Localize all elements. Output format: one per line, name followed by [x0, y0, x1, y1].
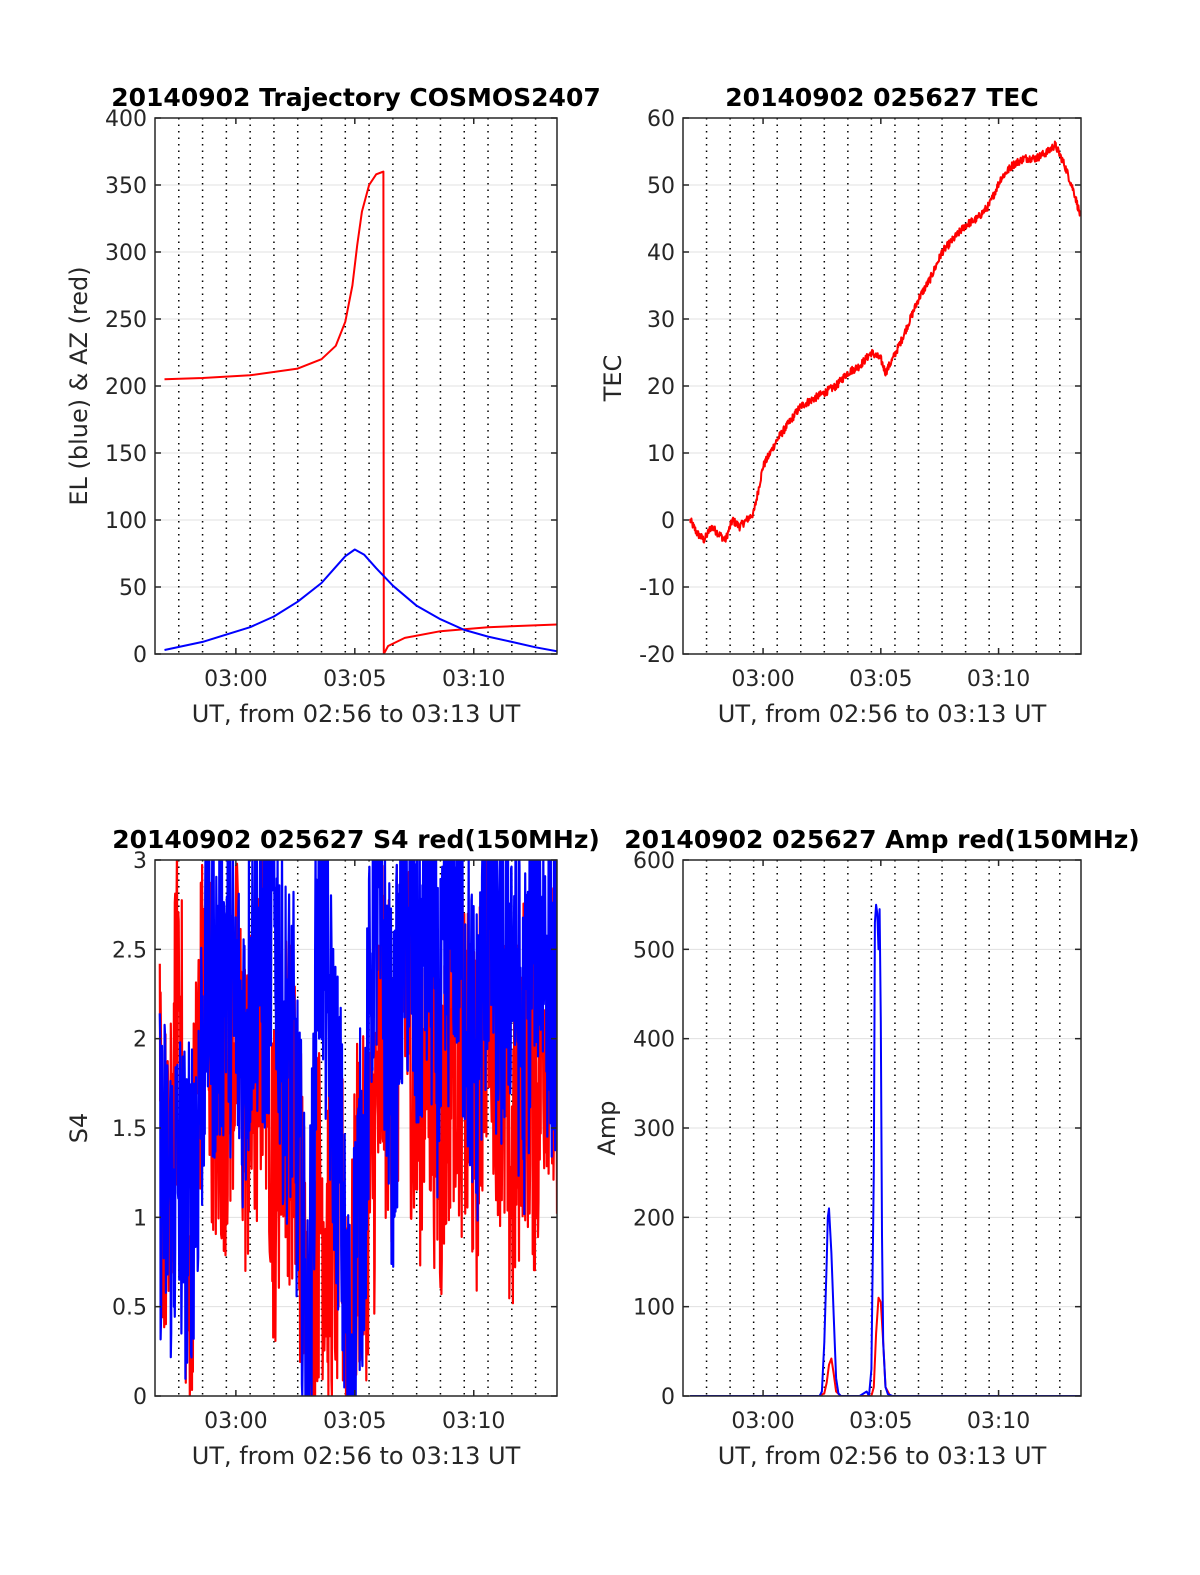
amp-chart: 0 100 200 300 400 500 600 03:00 03:05 03:10 UT, fr…: [593, 825, 1140, 1470]
y-tick-label: 50: [647, 174, 675, 199]
x-axis-label: UT, from 02:56 to 03:13 UT: [192, 700, 521, 728]
y-tick-label: 20: [647, 375, 675, 400]
y-tick-label: 60: [647, 107, 675, 132]
y-tick-label: 200: [633, 1206, 675, 1231]
y-tick-label: 600: [633, 849, 675, 874]
series-line-1: [158, 860, 557, 1396]
y-tick-label: 0: [133, 1385, 147, 1410]
x-tick-label: 03:10: [967, 667, 1030, 692]
y-tick-label: 0.5: [112, 1296, 147, 1321]
x-tick-label: 03:10: [442, 667, 505, 692]
chart-title: 20140902 025627 S4 red(150MHz): [112, 825, 600, 854]
y-tick-label: 50: [119, 576, 147, 601]
x-tick-label: 03:05: [323, 667, 386, 692]
series-line-0: [164, 170, 557, 654]
s4-chart: 0 0.5 1 1.5 2 2.5 3 03:00 03:05 03:10 UT, from 02:…: [65, 825, 600, 1470]
y-tick-label: -20: [639, 643, 675, 668]
x-axis-label: UT, from 02:56 to 03:13 UT: [192, 1442, 521, 1470]
y-tick-label: 150: [105, 442, 147, 467]
plot-area: [164, 170, 557, 654]
series-line-1: [164, 548, 557, 653]
x-tick-label: 03:05: [323, 1409, 386, 1434]
y-axis-label: S4: [65, 1113, 93, 1144]
x-tick-label: 03:10: [442, 1409, 505, 1434]
y-tick-label: 300: [105, 241, 147, 266]
chart-title: 20140902 025627 Amp red(150MHz): [624, 825, 1140, 854]
y-tick-label: 250: [105, 308, 147, 333]
x-tick-label: 03:00: [204, 667, 267, 692]
y-tick-label: 400: [633, 1028, 675, 1053]
y-tick-label: 3: [133, 849, 147, 874]
trajectory-chart: 0 50 100 150 200 250 300 350 400 03:00 03:05 03:10 U…: [65, 83, 601, 728]
y-tick-label: 2.5: [112, 938, 147, 963]
chart-title: 20140902 Trajectory COSMOS2407: [111, 83, 601, 112]
y-tick-label: 500: [633, 938, 675, 963]
y-tick-label: 400: [105, 107, 147, 132]
y-axis-label: Amp: [593, 1100, 621, 1155]
y-tick-label: 0: [661, 509, 675, 534]
x-tick-label: 03:05: [849, 1409, 912, 1434]
x-tick-label: 03:10: [967, 1409, 1030, 1434]
x-tick-label: 03:00: [204, 1409, 267, 1434]
plot-area: [690, 903, 1081, 1396]
y-tick-label: 30: [647, 308, 675, 333]
x-axis-label: UT, from 02:56 to 03:13 UT: [718, 1442, 1047, 1470]
y-tick-label: 200: [105, 375, 147, 400]
x-tick-label: 03:00: [731, 1409, 794, 1434]
y-tick-label: 40: [647, 241, 675, 266]
y-axis-label: EL (blue) & AZ (red): [65, 266, 93, 505]
y-tick-label: 100: [633, 1296, 675, 1321]
x-tick-label: 03:05: [849, 667, 912, 692]
series-line-0: [689, 140, 1081, 544]
x-axis-label: UT, from 02:56 to 03:13 UT: [718, 700, 1047, 728]
y-tick-label: -10: [639, 576, 675, 601]
y-tick-label: 1.5: [112, 1117, 147, 1142]
chart-title: 20140902 025627 TEC: [725, 83, 1038, 112]
plot-area: [689, 140, 1081, 544]
x-tick-label: 03:00: [731, 667, 794, 692]
series-line-1: [690, 903, 1081, 1396]
tec-chart: -20 -10 0 10 20 30 40 50 60 03:00 03:05 03:10 UT, fr…: [599, 83, 1082, 728]
y-tick-label: 10: [647, 442, 675, 467]
y-tick-label: 0: [133, 643, 147, 668]
plot-area: [158, 860, 557, 1396]
y-tick-label: 1: [133, 1206, 147, 1231]
y-tick-label: 350: [105, 174, 147, 199]
y-tick-label: 100: [105, 509, 147, 534]
y-tick-label: 0: [661, 1385, 675, 1410]
y-tick-label: 300: [633, 1117, 675, 1142]
y-tick-label: 2: [133, 1028, 147, 1053]
y-axis-label: TEC: [599, 355, 627, 403]
